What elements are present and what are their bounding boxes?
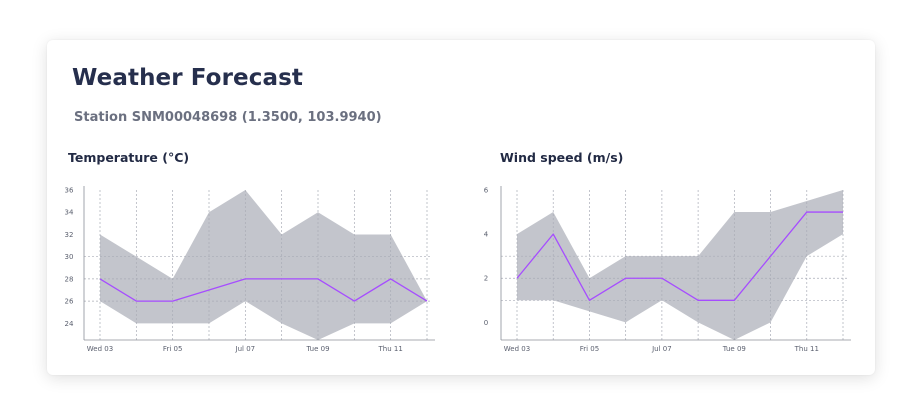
temperature-y-tick-label: 34 <box>65 209 74 217</box>
temperature-y-tick-label: 26 <box>65 298 74 306</box>
wind-x-tick-label: Tue 09 <box>722 345 746 353</box>
wind-x-tick-label: Fri 05 <box>580 345 599 353</box>
temperature-chart-title: Temperature (°C) <box>68 150 190 165</box>
temperature-x-tick-label: Wed 03 <box>87 345 113 353</box>
temperature-range-band <box>100 190 427 340</box>
temperature-x-tick-label: Fri 05 <box>163 345 182 353</box>
temperature-x-tick-label: Jul 07 <box>235 345 256 353</box>
temperature-y-tick-label: 32 <box>65 231 74 239</box>
temperature-y-tick-label: 28 <box>65 275 74 283</box>
temperature-y-tick-label: 30 <box>65 253 74 261</box>
wind-y-tick-label: 0 <box>484 319 488 327</box>
temperature-x-tick-label: Tue 09 <box>305 345 329 353</box>
wind-chart-title: Wind speed (m/s) <box>500 150 624 165</box>
wind-mean-line <box>516 211 843 301</box>
wind-x-tick-label: Thu 11 <box>794 345 819 353</box>
wind-range-band <box>517 190 843 340</box>
station-subtitle: Station SNM00048698 (1.3500, 103.9940) <box>74 110 382 125</box>
temperature-y-tick-label: 24 <box>65 320 74 328</box>
wind-gridlines <box>501 190 847 340</box>
page-title: Weather Forecast <box>72 65 303 91</box>
wind-y-tick-label: 4 <box>484 231 489 239</box>
wind-x-tick-label: Wed 03 <box>504 345 530 353</box>
wind-x-tick-label: Jul 07 <box>651 345 672 353</box>
wind-y-tick-label: 2 <box>484 275 488 283</box>
temperature-y-tick-label: 36 <box>65 187 74 195</box>
temperature-x-tick-label: Thu 11 <box>378 345 403 353</box>
temperature-mean-line <box>99 278 428 302</box>
wind-y-tick-label: 6 <box>484 187 489 195</box>
